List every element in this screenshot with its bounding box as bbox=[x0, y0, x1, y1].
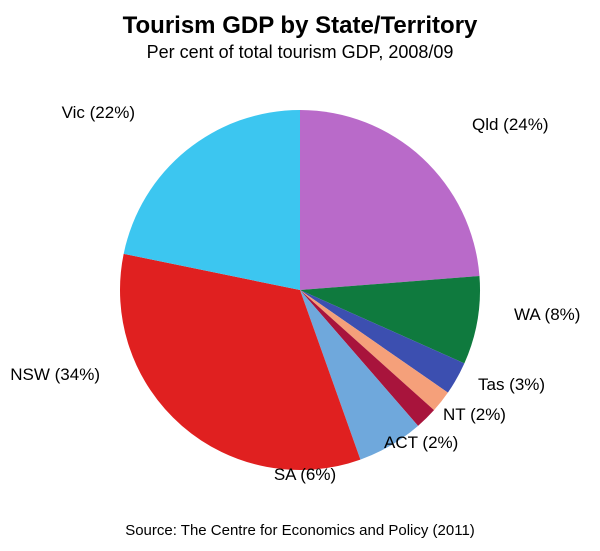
slice-label-qld: Qld (24%) bbox=[472, 115, 549, 134]
chart-source: Source: The Centre for Economics and Pol… bbox=[0, 522, 600, 539]
slice-label-nsw: NSW (34%) bbox=[10, 365, 100, 384]
slice-label-act: ACT (2%) bbox=[384, 433, 458, 452]
slice-label-tas: Tas (3%) bbox=[478, 375, 545, 394]
pie-slice-qld bbox=[300, 110, 479, 290]
pie-chart: Qld (24%) WA (8%) Tas (3%) NT (2%) ACT (2%) S… bbox=[0, 0, 600, 551]
slice-label-vic: Vic (22%) bbox=[62, 103, 135, 122]
chart-container: Tourism GDP by State/Territory Per cent … bbox=[0, 0, 600, 551]
slice-label-nt: NT (2%) bbox=[443, 405, 506, 424]
slice-label-wa: WA (8%) bbox=[514, 305, 580, 324]
slice-label-sa: SA (6%) bbox=[274, 465, 336, 484]
